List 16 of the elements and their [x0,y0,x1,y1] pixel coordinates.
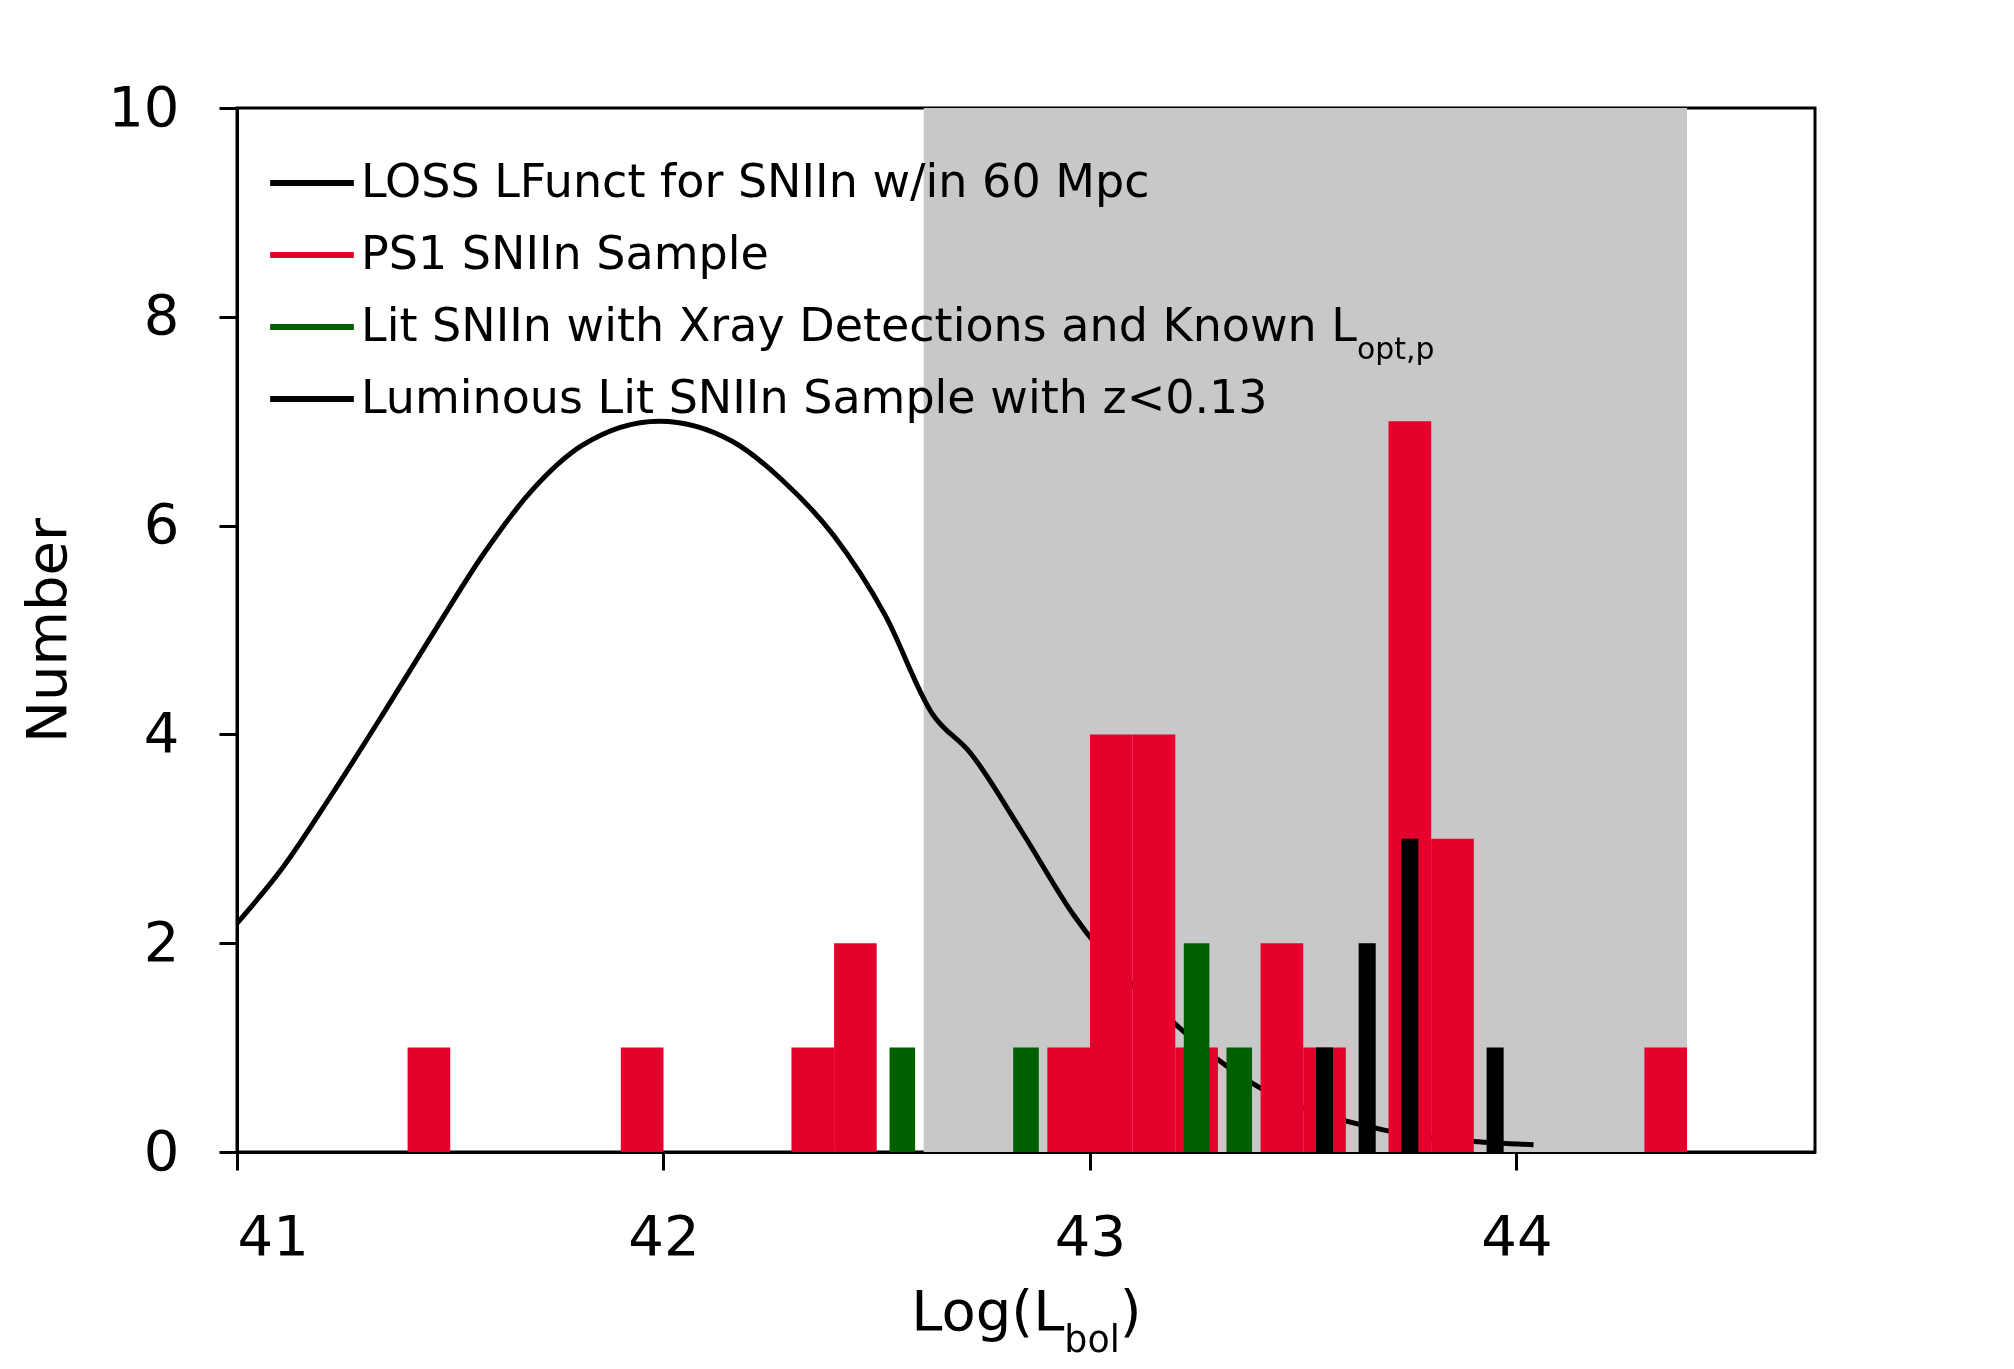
y-tick-label: 8 [143,282,180,348]
legend-label: LOSS LFunct for SNIIn w/in 60 Mpc [361,154,1150,208]
x-tick-label: 44 [1481,1202,1553,1268]
y-tick-label: 4 [143,699,180,765]
x-tick-label: 42 [628,1202,700,1268]
legend-label: PS1 SNIIn Sample [361,226,769,280]
x-axis-title: Log(L$_{bol}$) [911,1277,1142,1360]
y-tick-label: 10 [108,73,180,139]
x-tick-label: 41 [237,1202,309,1268]
x-tick-label: 43 [1054,1202,1127,1268]
legend-label: Luminous Lit SNIIn Sample with z<0.13 [361,370,1268,424]
y-tick-label: 6 [143,491,180,557]
y-tick-label: 2 [143,908,180,974]
y-tick-label: 0 [143,1117,180,1183]
legend-label: Lit SNIIn with Xray Detections and Known L$_{opt,p}$ [361,298,1435,366]
y-axis-title: Number [14,517,80,743]
